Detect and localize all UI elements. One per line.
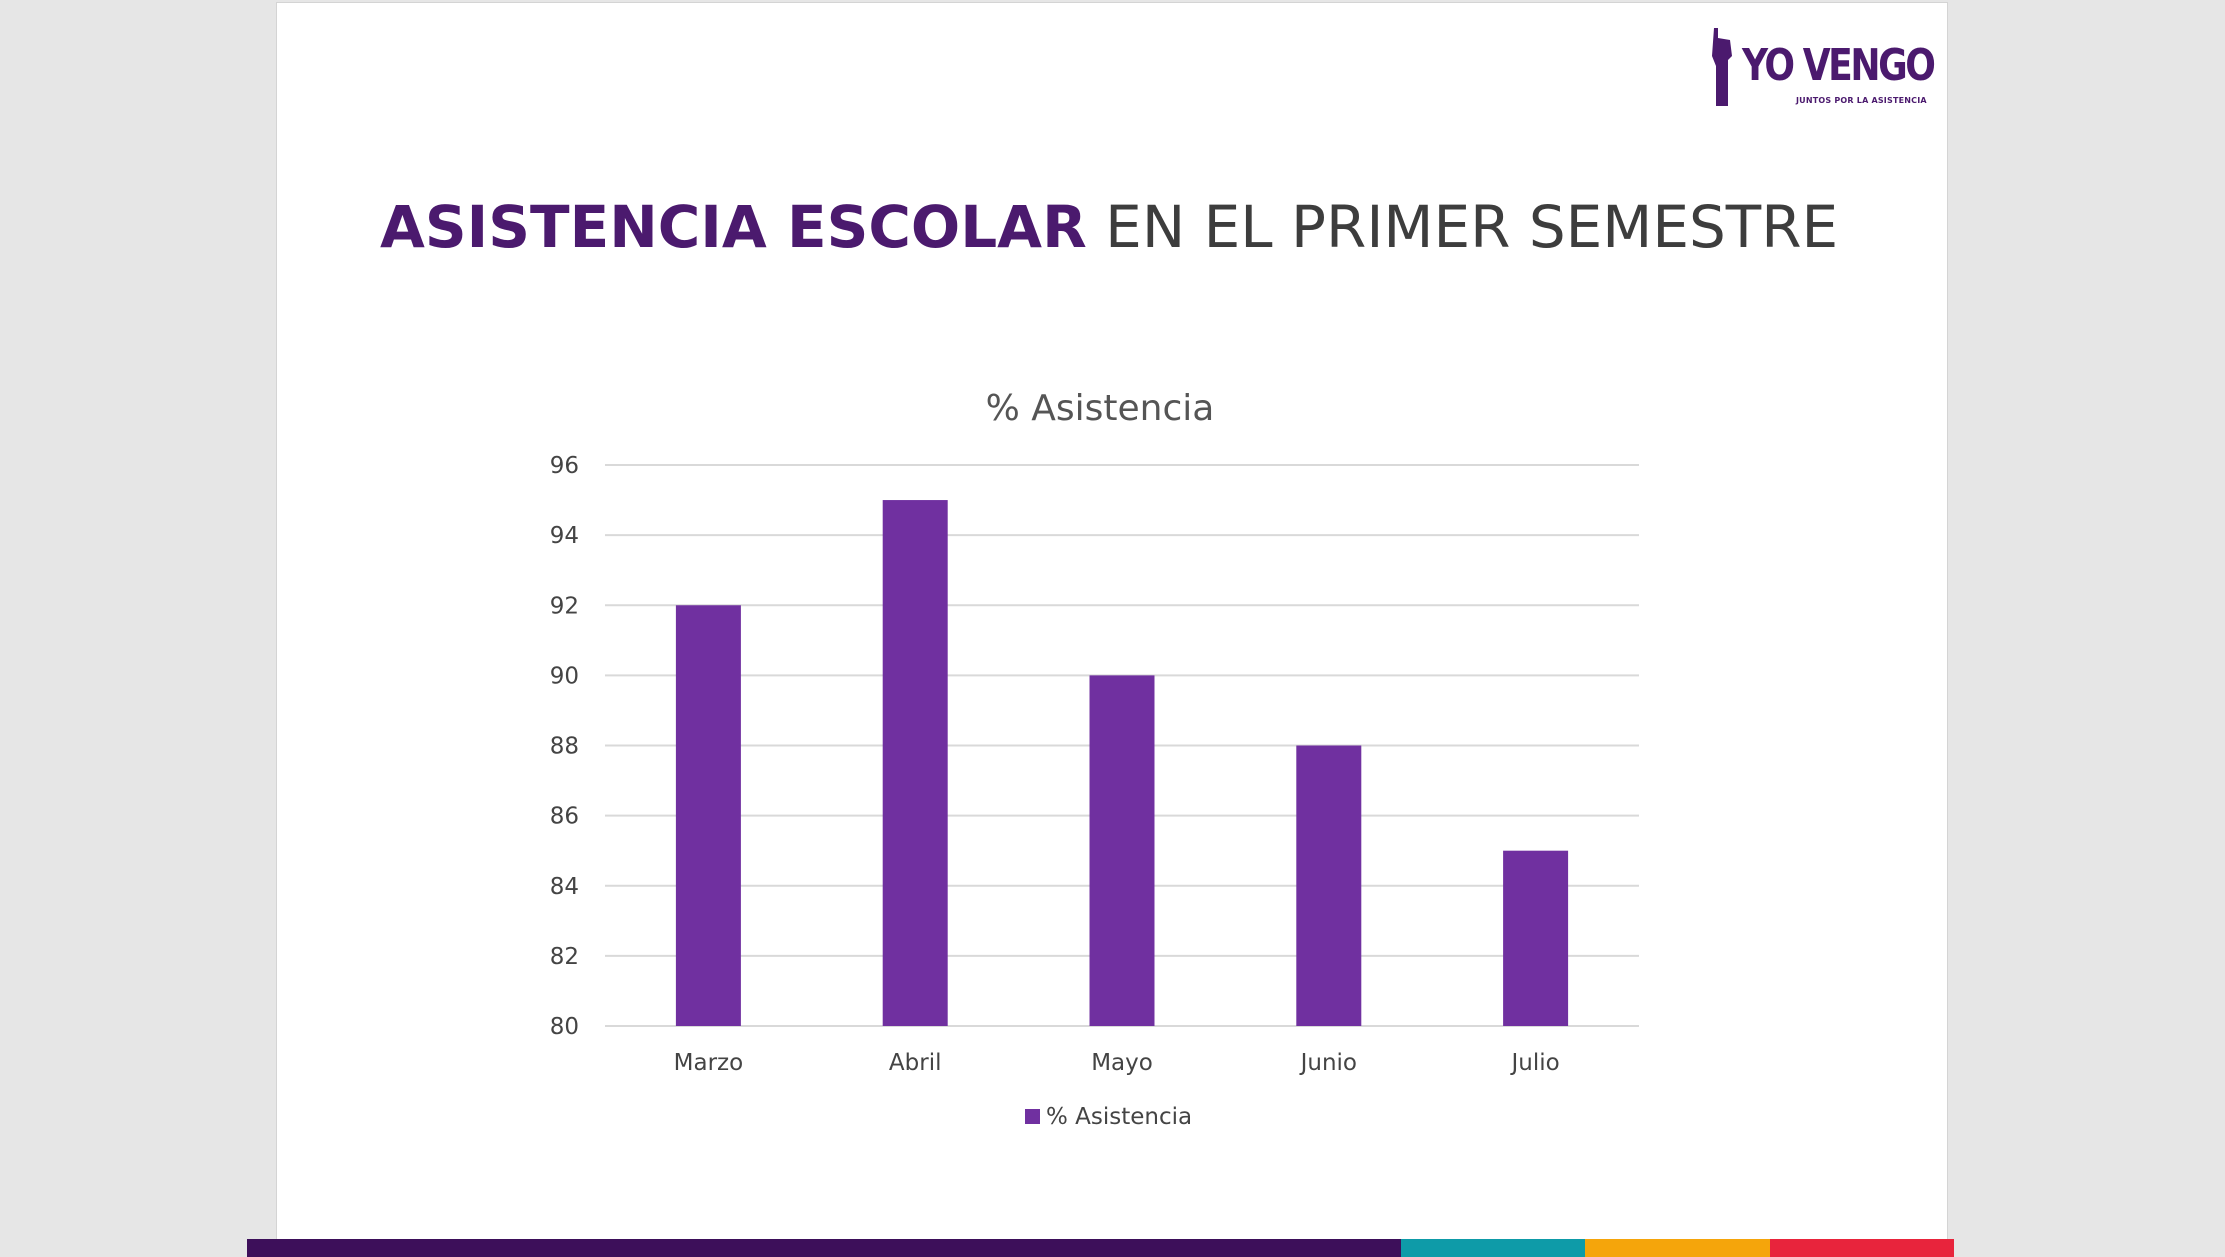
y-tick-label: 84 — [550, 874, 579, 900]
bar-mayo — [1089, 675, 1155, 1026]
x-tick-label: Junio — [1299, 1050, 1357, 1076]
y-tick-label: 88 — [550, 734, 579, 760]
raised-hand-icon — [1712, 28, 1732, 106]
y-tick-label: 90 — [550, 663, 579, 689]
y-tick-label: 80 — [550, 1014, 579, 1040]
chart-title: % Asistencia — [986, 388, 1215, 429]
footer-bar-teal — [1401, 1239, 1585, 1257]
page-title-rest: EN EL PRIMER SEMESTRE — [1105, 193, 1839, 261]
y-tick-label: 94 — [550, 523, 579, 549]
page-title: ASISTENCIA ESCOLAR EN EL PRIMER SEMESTRE — [380, 198, 1838, 256]
bar-junio — [1296, 745, 1362, 1026]
page-title-bold: ASISTENCIA ESCOLAR — [380, 193, 1087, 261]
legend-label: % Asistencia — [1046, 1104, 1192, 1130]
brand-logo: YO VENGO JUNTOS POR LA ASISTENCIA — [1708, 26, 1936, 110]
y-tick-label: 96 — [550, 453, 579, 479]
y-tick-label: 92 — [550, 593, 579, 619]
legend-swatch — [1025, 1109, 1040, 1124]
x-tick-label: Julio — [1509, 1050, 1559, 1076]
slide — [276, 2, 1948, 1257]
bars — [675, 500, 1569, 1026]
x-tick-label: Marzo — [674, 1050, 744, 1076]
x-tick-label: Abril — [889, 1050, 942, 1076]
footer-bar-orange — [1585, 1239, 1770, 1257]
logo-tagline: JUNTOS POR LA ASISTENCIA — [1796, 96, 1927, 105]
x-tick-label: Mayo — [1091, 1050, 1153, 1076]
y-tick-label: 82 — [550, 944, 579, 970]
x-axis-ticks: Marzo Abril Mayo Junio Julio — [674, 1050, 1560, 1076]
logo-word: YO VENGO — [1742, 40, 1936, 91]
legend: % Asistencia — [1025, 1104, 1192, 1130]
bar-marzo — [675, 605, 741, 1026]
footer-bar-purple — [247, 1239, 1401, 1257]
y-axis-ticks: 80 82 84 86 88 90 92 94 96 — [550, 453, 579, 1040]
bar-julio — [1503, 850, 1569, 1026]
footer-bar-red — [1770, 1239, 1954, 1257]
y-tick-label: 86 — [550, 804, 579, 830]
bar-abril — [882, 500, 948, 1026]
